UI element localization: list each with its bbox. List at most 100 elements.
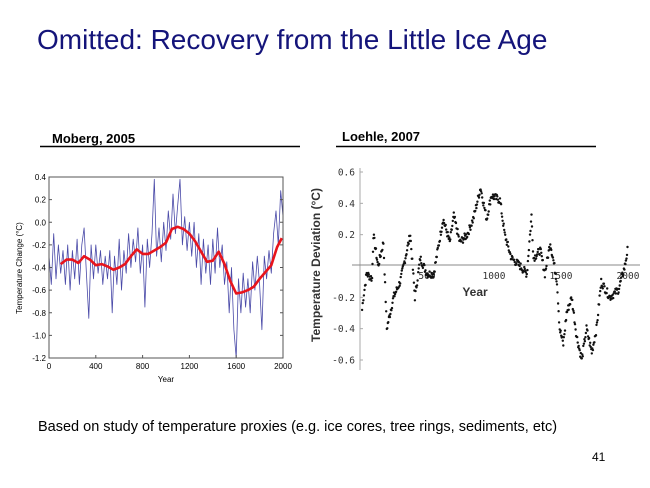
y-tick-label: 0.2 — [35, 196, 47, 205]
data-point — [594, 334, 598, 337]
data-point — [626, 245, 629, 249]
data-point — [374, 247, 378, 250]
data-point — [440, 226, 444, 229]
data-point — [367, 273, 370, 276]
data-point — [502, 222, 505, 225]
data-point — [622, 273, 625, 276]
data-point — [612, 296, 615, 300]
data-point — [442, 221, 446, 225]
slide-caption: Based on study of temperature proxies (e… — [38, 419, 558, 435]
data-point — [543, 276, 547, 279]
data-point — [538, 253, 541, 256]
data-point — [433, 270, 436, 273]
data-point — [391, 297, 395, 300]
data-point — [487, 210, 490, 213]
data-point — [489, 203, 492, 206]
data-point — [480, 192, 483, 195]
x-tick-label: 1500 — [550, 271, 573, 282]
data-point — [581, 353, 584, 356]
data-point — [570, 296, 573, 299]
data-point — [574, 328, 577, 331]
data-point — [417, 271, 420, 274]
data-point — [472, 217, 475, 220]
x-tick-label: 1600 — [227, 362, 245, 371]
data-point — [540, 251, 543, 254]
data-point — [424, 269, 427, 272]
data-point — [407, 242, 410, 246]
data-point — [589, 341, 592, 344]
data-point — [370, 279, 373, 282]
data-point — [363, 288, 366, 292]
data-point — [529, 229, 532, 233]
data-point — [389, 312, 392, 316]
data-point — [496, 195, 499, 198]
data-point — [415, 286, 418, 289]
data-point — [530, 225, 534, 228]
data-point — [432, 275, 435, 279]
data-point — [471, 221, 474, 224]
y-tick-label: -1.0 — [32, 331, 46, 340]
data-point — [555, 280, 558, 283]
data-point — [384, 300, 387, 304]
data-point — [585, 324, 588, 327]
data-point — [476, 200, 479, 203]
data-point — [478, 193, 481, 196]
data-point — [503, 228, 506, 232]
data-point — [528, 233, 532, 236]
data-point — [453, 215, 457, 219]
data-point — [515, 262, 518, 265]
data-point — [404, 257, 407, 260]
data-point — [512, 258, 516, 261]
y-tick-label: 0.0 — [35, 218, 47, 227]
data-point — [361, 301, 364, 305]
data-point — [523, 265, 526, 269]
data-point — [603, 285, 606, 288]
data-point — [559, 329, 562, 332]
data-point — [519, 262, 522, 265]
data-point — [434, 261, 437, 264]
data-point — [493, 195, 496, 198]
data-point — [600, 277, 603, 281]
y-tick-label: -0.6 — [332, 356, 355, 367]
data-point — [623, 268, 626, 271]
data-point — [376, 260, 379, 264]
data-point — [544, 267, 548, 270]
data-point — [399, 282, 402, 285]
x-tick-label: 1000 — [483, 271, 506, 282]
data-point — [549, 243, 552, 246]
data-point — [492, 197, 496, 201]
data-point — [602, 282, 606, 285]
data-point — [590, 352, 593, 355]
data-point — [561, 339, 564, 342]
data-point — [393, 295, 396, 298]
data-point — [534, 257, 538, 260]
data-point — [509, 252, 512, 256]
data-point — [552, 259, 555, 262]
data-point — [464, 233, 468, 236]
data-point — [398, 284, 401, 287]
data-point — [475, 206, 478, 210]
data-point — [525, 275, 528, 278]
data-point — [447, 234, 450, 237]
data-point — [553, 261, 556, 265]
moberg-chart: Moberg, 2005 0 400 800 1200 1600 2000 0.4 0.2 0.… — [15, 131, 300, 384]
data-point — [412, 272, 415, 275]
data-point — [412, 281, 416, 284]
data-point — [390, 309, 393, 312]
data-point — [383, 281, 387, 284]
data-point — [390, 306, 394, 310]
data-point — [540, 255, 543, 258]
data-point — [385, 310, 388, 313]
data-point — [589, 345, 592, 349]
data-point — [362, 299, 365, 302]
data-point — [378, 262, 381, 266]
data-point — [601, 285, 604, 288]
data-point — [477, 196, 481, 199]
data-point — [592, 343, 595, 346]
data-point — [571, 298, 574, 302]
data-point — [541, 258, 544, 262]
data-point — [410, 247, 413, 251]
data-point — [436, 246, 439, 250]
data-point — [452, 211, 455, 214]
page-number: 41 — [592, 450, 606, 464]
